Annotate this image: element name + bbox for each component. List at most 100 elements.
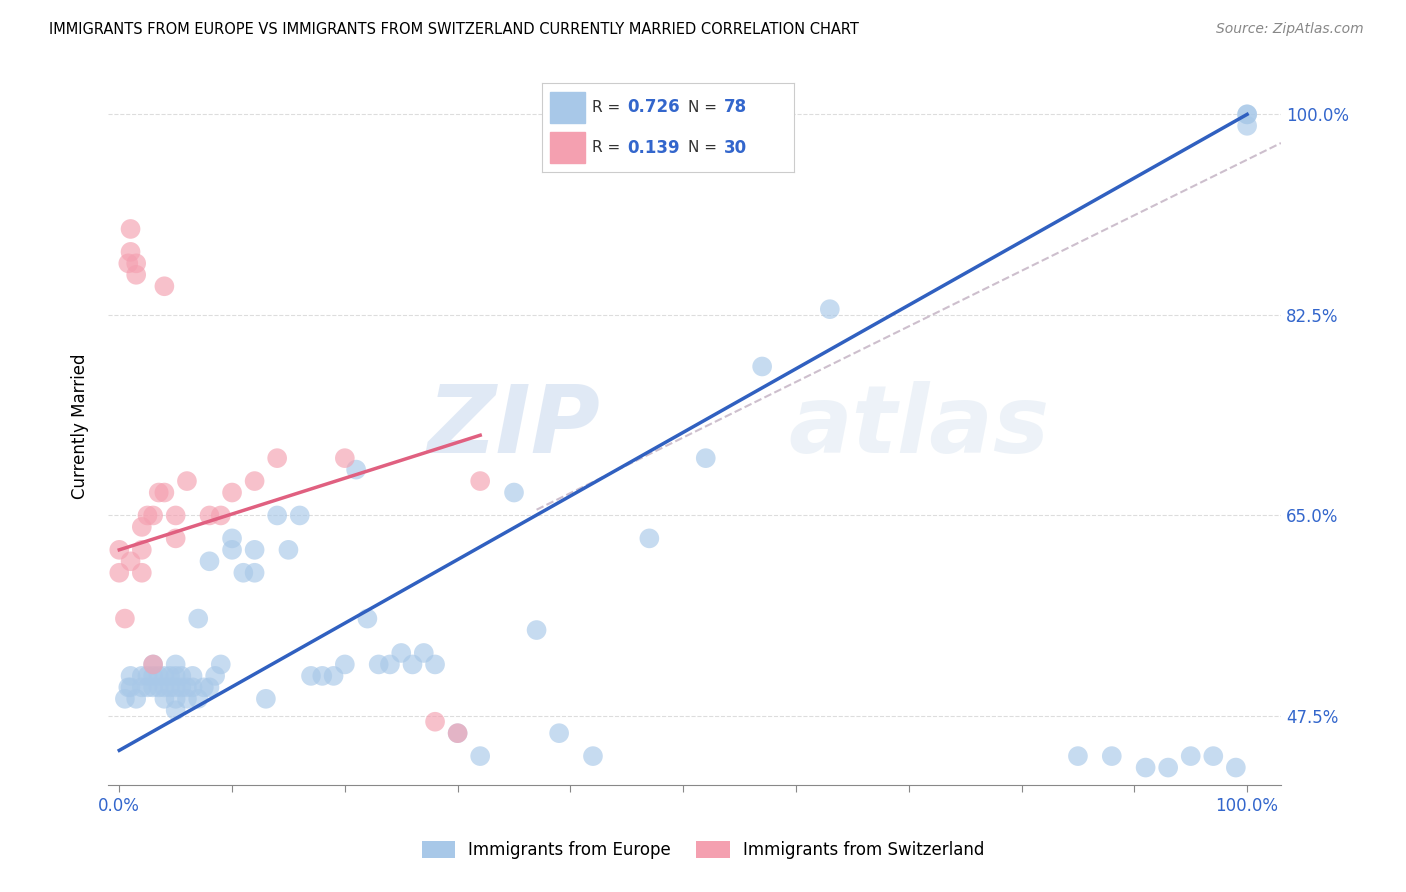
Point [243, 474, 266, 488]
Text: ZIP: ZIP [427, 381, 600, 473]
Point [1135, 760, 1157, 774]
Point [548, 726, 571, 740]
Point [277, 542, 299, 557]
Point [131, 669, 153, 683]
Point [311, 669, 333, 683]
Point [125, 256, 148, 270]
Y-axis label: Currently Married: Currently Married [72, 354, 89, 500]
Point [221, 532, 243, 546]
Point [243, 566, 266, 580]
Point [153, 485, 176, 500]
Point [1067, 749, 1090, 764]
Point [695, 451, 717, 466]
Point [181, 681, 204, 695]
Point [170, 681, 193, 695]
Point [165, 669, 187, 683]
Point [582, 749, 605, 764]
Point [423, 714, 446, 729]
Point [108, 566, 131, 580]
Point [176, 691, 198, 706]
Point [1101, 749, 1123, 764]
Point [125, 691, 148, 706]
Point [470, 474, 492, 488]
Point [446, 726, 468, 740]
Point [170, 669, 193, 683]
Point [367, 657, 389, 672]
Point [131, 566, 153, 580]
Point [120, 681, 142, 695]
Point [333, 451, 356, 466]
Point [378, 657, 401, 672]
Point [1202, 749, 1225, 764]
Point [131, 681, 153, 695]
Point [187, 611, 209, 625]
Point [751, 359, 773, 374]
Point [117, 681, 139, 695]
Point [125, 268, 148, 282]
Point [288, 508, 311, 523]
Point [1236, 119, 1258, 133]
Point [344, 462, 367, 476]
Point [333, 657, 356, 672]
Point [446, 726, 468, 740]
Point [204, 669, 226, 683]
Point [1236, 107, 1258, 121]
Point [136, 669, 159, 683]
Point [193, 681, 215, 695]
Point [114, 611, 136, 625]
Point [198, 681, 221, 695]
Point [266, 508, 288, 523]
Point [142, 681, 165, 695]
Text: Source: ZipAtlas.com: Source: ZipAtlas.com [1216, 22, 1364, 37]
Point [356, 611, 378, 625]
Point [221, 485, 243, 500]
Point [299, 669, 322, 683]
Point [254, 691, 277, 706]
Point [136, 508, 159, 523]
Point [142, 657, 165, 672]
Text: atlas: atlas [789, 381, 1049, 473]
Point [142, 669, 165, 683]
Point [198, 508, 221, 523]
Point [526, 623, 548, 637]
Point [108, 542, 131, 557]
Point [120, 244, 142, 259]
Point [209, 508, 232, 523]
Point [165, 657, 187, 672]
Point [232, 566, 254, 580]
Point [181, 669, 204, 683]
Point [176, 474, 198, 488]
Point [1225, 760, 1247, 774]
Point [136, 681, 159, 695]
Point [818, 302, 841, 317]
Point [1180, 749, 1202, 764]
Point [243, 542, 266, 557]
Point [187, 691, 209, 706]
Point [209, 657, 232, 672]
Point [153, 691, 176, 706]
Point [1236, 107, 1258, 121]
Point [120, 554, 142, 568]
Point [114, 691, 136, 706]
Legend: Immigrants from Europe, Immigrants from Switzerland: Immigrants from Europe, Immigrants from … [415, 834, 991, 866]
Point [120, 222, 142, 236]
Point [153, 669, 176, 683]
Point [142, 508, 165, 523]
Point [1157, 760, 1180, 774]
Point [470, 749, 492, 764]
Point [159, 669, 181, 683]
Point [131, 520, 153, 534]
Point [148, 669, 170, 683]
Point [165, 703, 187, 717]
Point [165, 691, 187, 706]
Point [120, 669, 142, 683]
Point [412, 646, 434, 660]
Point [159, 681, 181, 695]
Point [221, 542, 243, 557]
Point [638, 532, 661, 546]
Point [148, 485, 170, 500]
Point [117, 256, 139, 270]
Point [165, 532, 187, 546]
Point [176, 681, 198, 695]
Point [131, 542, 153, 557]
